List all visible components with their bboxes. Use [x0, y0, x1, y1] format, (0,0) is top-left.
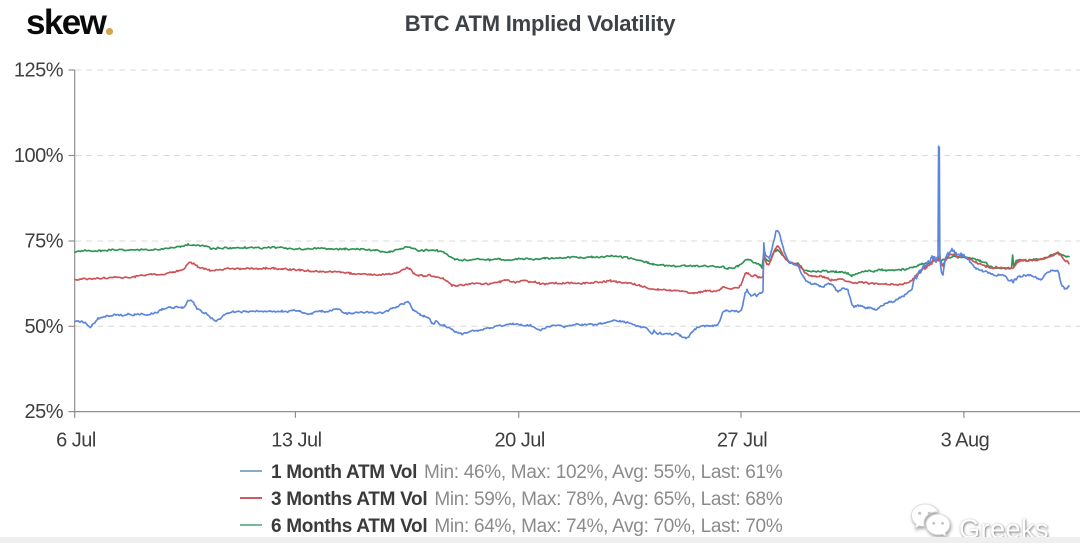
- svg-text:125%: 125%: [14, 60, 64, 82]
- svg-text:20 Jul: 20 Jul: [495, 430, 545, 452]
- svg-text:100%: 100%: [14, 145, 64, 167]
- svg-text:13 Jul: 13 Jul: [271, 430, 321, 452]
- svg-text:75%: 75%: [24, 231, 63, 253]
- svg-text:3 Aug: 3 Aug: [941, 430, 990, 452]
- svg-text:6 Jul: 6 Jul: [56, 430, 96, 452]
- svg-text:25%: 25%: [24, 401, 63, 423]
- svg-text:50%: 50%: [24, 316, 63, 338]
- svg-text:27 Jul: 27 Jul: [717, 430, 767, 452]
